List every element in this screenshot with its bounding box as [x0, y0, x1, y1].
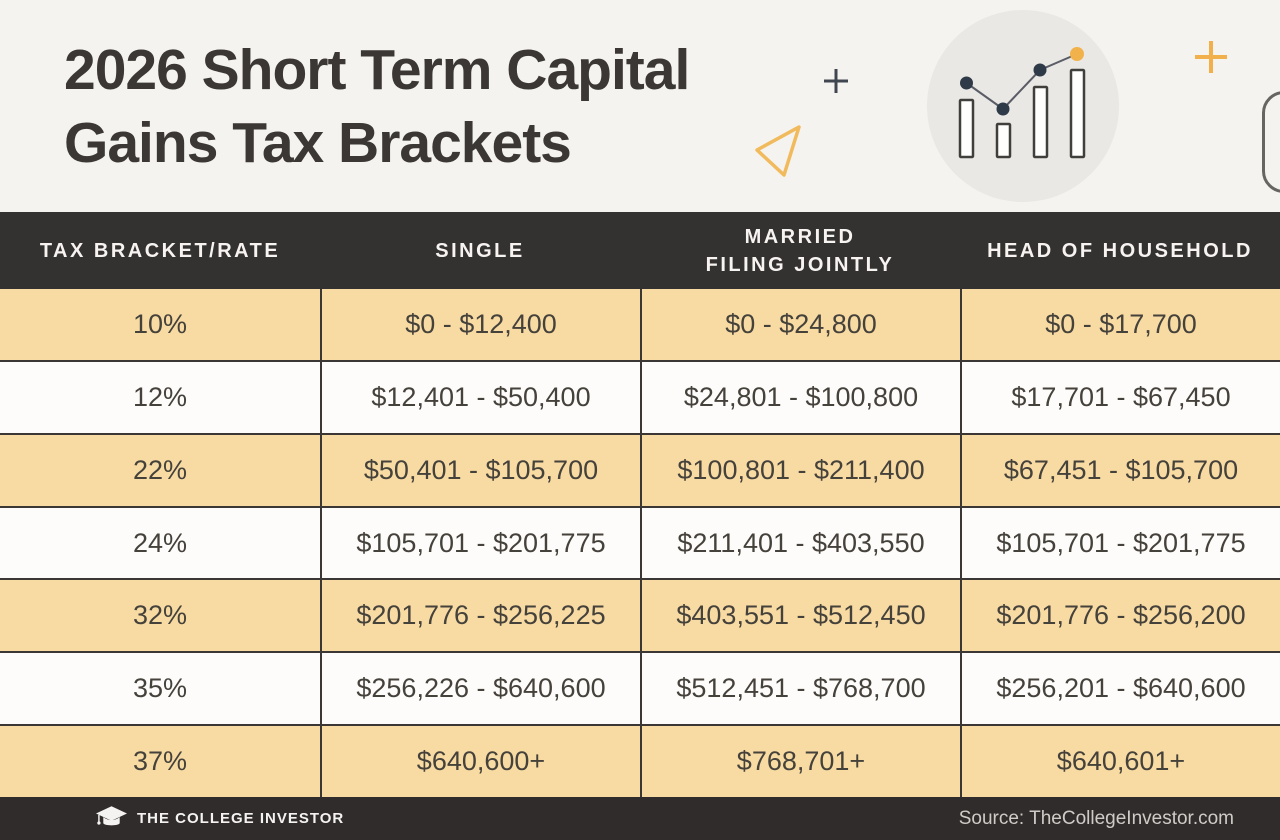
- cell-married-filing-jointly: $403,551 - $512,450: [640, 580, 960, 652]
- cell-head-of-household: $105,701 - $201,775: [960, 507, 1280, 579]
- cell-head-of-household: $17,701 - $67,450: [960, 361, 1280, 433]
- column-header-tax-bracket-rate: TAX BRACKET/RATE: [0, 212, 320, 289]
- cell-single: $0 - $12,400: [320, 289, 640, 360]
- cell-married-filing-jointly: $768,701+: [640, 726, 960, 798]
- cell-head-of-household: $256,201 - $640,600: [960, 653, 1280, 725]
- cell-married-filing-jointly: $0 - $24,800: [640, 289, 960, 360]
- graduation-cap-icon: [96, 806, 127, 826]
- cell-head-of-household: $640,601+: [960, 726, 1280, 798]
- column-header-label: TAX BRACKET/RATE: [39, 239, 281, 262]
- cell-single: $201,776 - $256,225: [320, 580, 640, 652]
- cell-single: $256,226 - $640,600: [320, 653, 640, 725]
- column-header-label: MARRIED: [744, 225, 856, 248]
- cell-rate: 37%: [132, 746, 188, 777]
- cell-single: $105,701 - $201,775: [320, 507, 640, 579]
- column-header-single: SINGLE: [320, 212, 640, 289]
- column-header-label: SINGLE: [435, 239, 525, 262]
- footer-bar: THE COLLEGE INVESTOR Source: TheCollegeI…: [0, 797, 1280, 840]
- table-row: 10% $0 - $12,400 $0 - $24,800 $0 - $17,700: [0, 289, 1280, 360]
- plus-orange-icon: [1195, 41, 1227, 73]
- plus-dark-icon: [824, 69, 848, 93]
- rounded-rect-outline: [1262, 91, 1280, 193]
- cell-single: $640,600+: [320, 726, 640, 798]
- bar-chart-circle-icon: [927, 10, 1119, 202]
- column-header-label: HEAD OF HOUSEHOLD: [987, 239, 1253, 262]
- cell-head-of-household: $0 - $17,700: [960, 289, 1280, 360]
- column-header-head-of-household: HEAD OF HOUSEHOLD: [960, 212, 1280, 289]
- cell-rate: 24%: [132, 527, 188, 558]
- table-row: 35% $256,226 - $640,600 $512,451 - $768,70…: [0, 651, 1280, 725]
- cell-rate: 22%: [132, 454, 188, 485]
- triangle-outline-icon: [755, 125, 801, 177]
- cell-rate: 32%: [132, 600, 188, 631]
- cell-rate: 10%: [132, 308, 188, 339]
- column-header-label: FILING JOINTLY: [705, 253, 895, 276]
- table-row: 12% $12,401 - $50,400 $24,801 - $100,800 $1…: [0, 359, 1280, 433]
- table-row: 24% $105,701 - $201,775 $211,401 - $403,55…: [0, 505, 1280, 579]
- table-row: 32% $201,776 - $256,225 $403,551 - $512,45…: [0, 578, 1280, 652]
- cell-married-filing-jointly: $24,801 - $100,800: [640, 361, 960, 433]
- cell-head-of-household: $67,451 - $105,700: [960, 434, 1280, 506]
- hero-section: 2026 Short Term Capital Gains Tax Bracket…: [0, 0, 1280, 212]
- cell-single: $12,401 - $50,400: [320, 361, 640, 433]
- cell-head-of-household: $201,776 - $256,200: [960, 580, 1280, 652]
- title-line-2: Gains Tax Brackets: [64, 111, 572, 175]
- table-row: 22% $50,401 - $105,700 $100,801 - $211,400…: [0, 432, 1280, 506]
- table-body: 10% $0 - $12,400 $0 - $24,800 $0 - $17,700 1…: [0, 289, 1280, 798]
- table-row: 37% $640,600+ $768,701+ $640,601+: [0, 724, 1280, 798]
- cell-married-filing-jointly: $211,401 - $403,550: [640, 507, 960, 579]
- cell-married-filing-jointly: $512,451 - $768,700: [640, 653, 960, 725]
- column-header-married-filing-jointly: MARRIED FILING JOINTLY: [640, 212, 960, 289]
- cell-single: $50,401 - $105,700: [320, 434, 640, 506]
- title-line-1: 2026 Short Term Capital: [64, 38, 690, 102]
- page-title: 2026 Short Term Capital Gains Tax Bracket…: [64, 34, 690, 180]
- cell-married-filing-jointly: $100,801 - $211,400: [640, 434, 960, 506]
- cell-rate: 12%: [132, 381, 188, 412]
- table-header-row: TAX BRACKET/RATE SINGLE MARRIED FILING J…: [0, 212, 1280, 289]
- brand-logo: THE COLLEGE INVESTOR: [96, 806, 344, 831]
- brand-name: THE COLLEGE INVESTOR: [137, 810, 345, 827]
- source-credit: Source: TheCollegeInvestor.com: [958, 807, 1234, 829]
- cell-rate: 35%: [132, 673, 188, 704]
